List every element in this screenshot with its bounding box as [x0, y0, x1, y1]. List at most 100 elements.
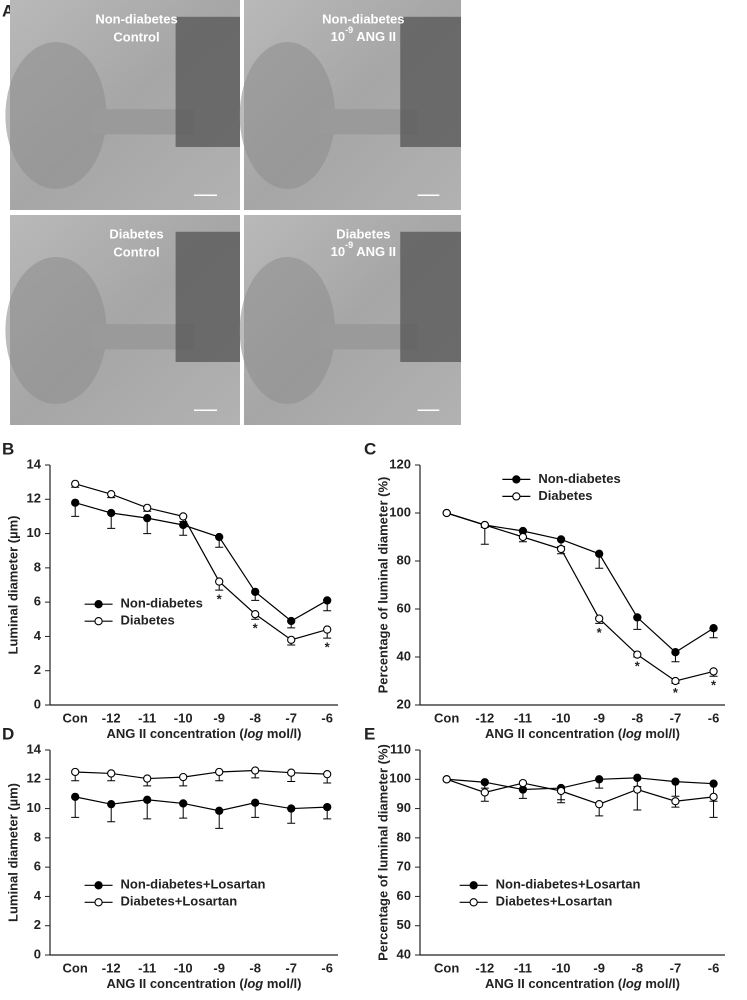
- x-tick-label: -6: [321, 960, 333, 975]
- image-label: Diabetes: [336, 226, 390, 241]
- panel-label: B: [2, 439, 14, 458]
- y-tick-label: 120: [389, 456, 411, 471]
- legend-label: Non-diabetes+Losartan: [121, 877, 266, 892]
- x-tick-label: -7: [285, 710, 297, 725]
- marker: [671, 676, 680, 686]
- marker: [179, 772, 188, 782]
- significance-mark: *: [711, 678, 717, 693]
- label-rest: ANG II: [353, 29, 396, 44]
- series-line: [75, 769, 328, 780]
- image-label: 10-9 ANG II: [331, 25, 396, 44]
- label-sup: -9: [345, 240, 353, 250]
- tissue: [239, 42, 336, 189]
- x-tick-label: -12: [475, 710, 494, 725]
- marker: [287, 635, 296, 645]
- marker: [251, 766, 260, 775]
- x-tick-label: -9: [593, 710, 605, 725]
- significance-mark: *: [217, 592, 223, 607]
- significance-mark: *: [635, 658, 641, 673]
- marker: [251, 587, 260, 597]
- series-line: [75, 502, 328, 622]
- legend-label: Diabetes: [121, 613, 175, 628]
- marker: [556, 786, 566, 796]
- y-tick-label: 80: [397, 829, 411, 844]
- marker: [143, 503, 152, 513]
- marker: [709, 779, 718, 788]
- legend-label: Non-diabetes: [121, 596, 203, 611]
- x-tick-label: -6: [321, 710, 333, 725]
- marker: [709, 624, 718, 633]
- y-axis-title: Percentage of luminal diameter (%): [375, 477, 390, 694]
- legend-marker: [469, 881, 478, 890]
- x-tick-label: -10: [552, 710, 571, 725]
- marker: [323, 596, 332, 605]
- label-base: 10: [331, 244, 345, 259]
- marker: [323, 802, 332, 812]
- x-title-part: log: [244, 976, 264, 991]
- pipette: [175, 231, 240, 362]
- marker: [633, 613, 642, 622]
- y-tick-label: 70: [397, 859, 411, 874]
- marker: [671, 777, 680, 786]
- y-axis-title: Percentage of luminal diameter (%): [375, 744, 390, 961]
- x-title-part: ANG II concentration (: [485, 976, 623, 991]
- x-tick-label: -10: [174, 710, 193, 725]
- y-tick-label: 40: [397, 946, 411, 961]
- marker: [595, 800, 604, 809]
- marker: [215, 767, 224, 777]
- label-rest: ANG II: [353, 244, 396, 259]
- significance-mark: *: [253, 621, 259, 636]
- y-tick-label: 60: [397, 600, 411, 615]
- y-tick-label: 6: [34, 859, 41, 874]
- series-line: [446, 777, 714, 791]
- marker: [179, 512, 188, 521]
- y-tick-label: 6: [34, 594, 41, 609]
- legend-label: Diabetes+Losartan: [496, 894, 613, 909]
- panel-label: D: [2, 724, 14, 743]
- marker: [633, 785, 642, 794]
- y-tick-label: 110: [390, 741, 411, 756]
- x-title-part: ANG II concentration (: [485, 726, 623, 741]
- y-tick-label: 4: [34, 628, 42, 643]
- x-tick-label: -12: [475, 960, 494, 975]
- image-label: Non-diabetes: [322, 11, 404, 26]
- x-tick-label: -7: [670, 960, 682, 975]
- x-title-part: mol/l): [642, 726, 680, 741]
- x-tick-label: -9: [213, 710, 225, 725]
- pipette: [400, 16, 461, 147]
- marker: [595, 614, 604, 623]
- series-line: [75, 796, 328, 812]
- legend-marker: [94, 617, 103, 626]
- x-title-part: mol/l): [263, 976, 301, 991]
- marker: [143, 795, 152, 804]
- y-axis-title: Luminal diameter (µm): [5, 783, 20, 922]
- marker: [323, 625, 332, 634]
- y-tick-label: 10: [27, 800, 41, 815]
- x-tick-label: -10: [552, 960, 571, 975]
- tissue: [5, 42, 107, 189]
- y-tick-label: 14: [27, 456, 42, 471]
- y-tick-label: 2: [34, 662, 41, 677]
- x-tick-label: -8: [249, 960, 261, 975]
- series-line: [75, 483, 328, 641]
- marker: [480, 520, 489, 530]
- series-line: [446, 778, 714, 805]
- y-tick-label: 8: [34, 829, 41, 844]
- x-tick-label: -7: [670, 710, 682, 725]
- legend-label: Non-diabetes+Losartan: [496, 877, 641, 892]
- significance-mark: *: [325, 640, 331, 655]
- y-tick-label: 20: [397, 696, 411, 711]
- image-label: Control: [113, 244, 159, 259]
- marker: [595, 549, 604, 558]
- marker: [595, 775, 604, 784]
- x-tick-label: Con: [434, 960, 459, 975]
- significance-mark: *: [597, 625, 603, 640]
- marker: [556, 535, 566, 544]
- marker: [251, 609, 260, 619]
- x-title-part: mol/l): [263, 726, 301, 741]
- x-tick-label: -11: [138, 710, 156, 725]
- y-tick-label: 14: [27, 741, 42, 756]
- legend-marker: [469, 898, 478, 907]
